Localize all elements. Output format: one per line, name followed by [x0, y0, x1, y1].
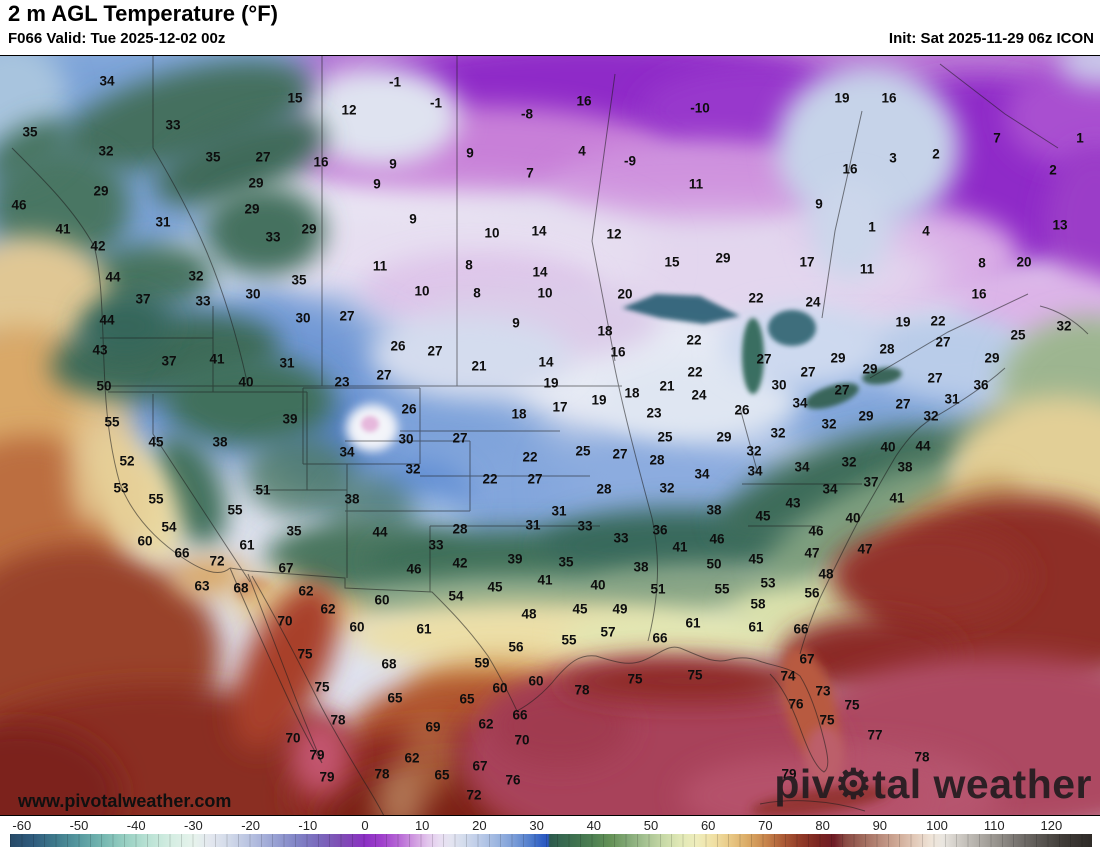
map-borders: [11, 56, 1089, 815]
colorbar-tick: -60: [12, 818, 32, 833]
colorbar-tick: 20: [472, 818, 487, 833]
temperature-map: 34 15 35 33 32 35 27 16 12 29 29 29 46 41 42 31 33 29 44 32…: [0, 55, 1100, 816]
watermark-url: www.pivotalweather.com: [18, 791, 232, 811]
colorbar-tick: 90: [872, 818, 888, 833]
colorbar-tick: 110: [983, 818, 1005, 833]
colorbar-tick: -10: [298, 818, 318, 833]
colorbar-tick: 30: [529, 818, 544, 833]
colorbar-tick: 120: [1040, 818, 1063, 833]
colorbar: [10, 834, 1092, 847]
colorbar-tick: -50: [69, 818, 89, 833]
colorbar-tick: -30: [183, 818, 203, 833]
colorbar-tick: 0: [361, 818, 369, 833]
colorbar-tick: 10: [414, 818, 430, 833]
colorbar-tick: 60: [700, 818, 716, 833]
colorbar-tick: -20: [241, 818, 260, 833]
colorbar-tick: -40: [126, 818, 146, 833]
pivotal-weather-logo: piv⚙tal weather: [774, 761, 1092, 807]
page-title: 2 m AGL Temperature (°F): [8, 1, 278, 26]
colorbar-tick-labels: -60 -50 -40 -30 -20 -10 0 10 20 30 40 50 60 70 80 90 100…: [0, 819, 1100, 833]
colorbar-tick: 70: [758, 818, 773, 833]
colorbar-tick: 100: [926, 818, 948, 833]
model-init-label: Init: Sat 2025-11-29 06z ICON: [888, 30, 1094, 47]
colorbar-tick: 50: [643, 818, 659, 833]
colorbar-tick: 40: [586, 818, 602, 833]
temperature-field-graphic: [0, 56, 1100, 815]
colorbar-tick: 80: [815, 818, 830, 833]
forecast-valid-label: F066 Valid: Tue 2025-12-02 00z: [8, 30, 226, 47]
